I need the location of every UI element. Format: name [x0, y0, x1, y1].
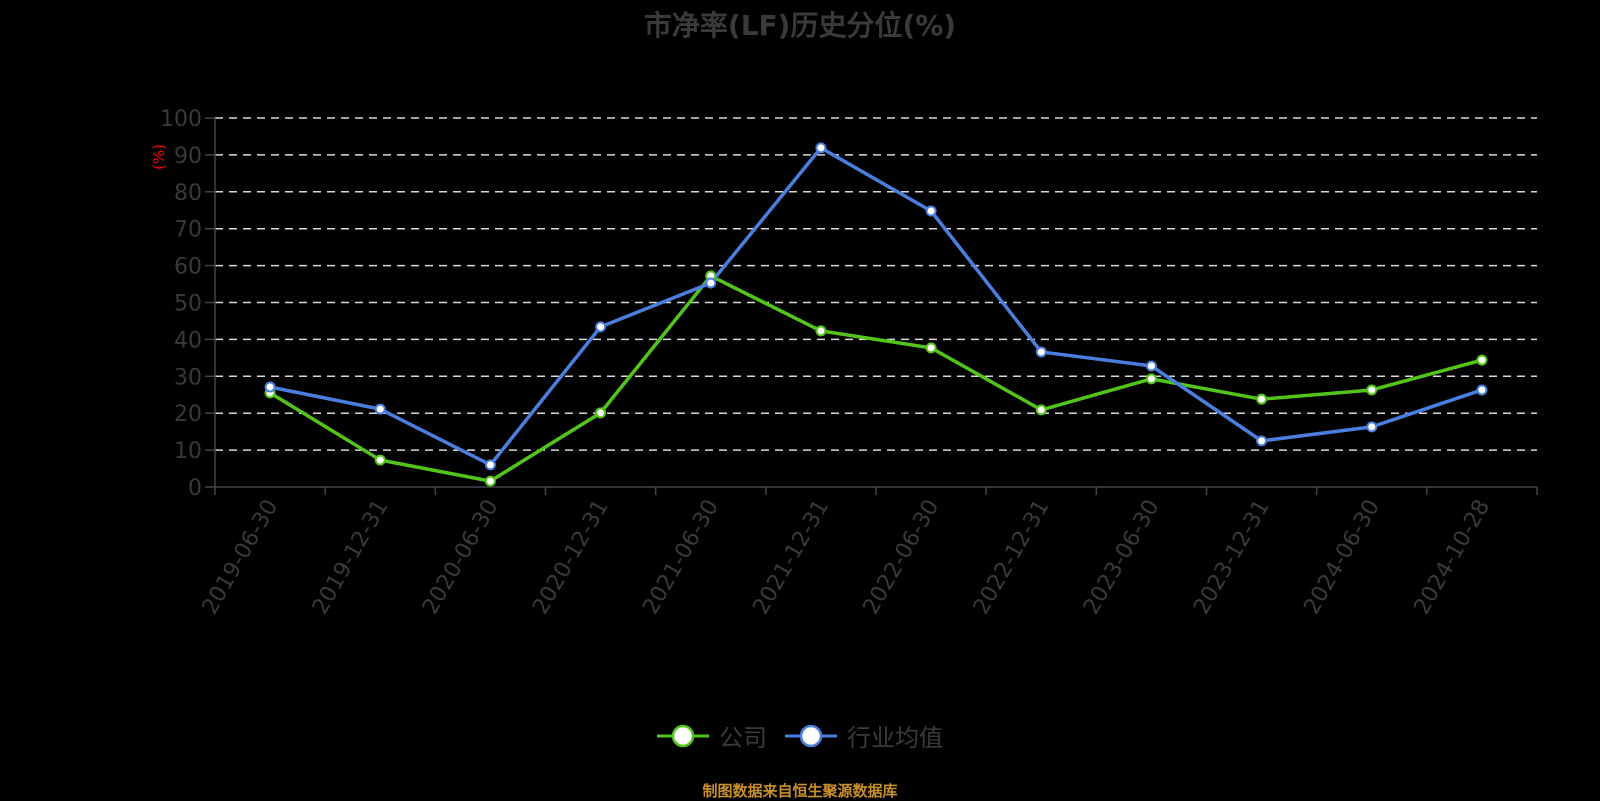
y-tick-label: 20: [174, 402, 202, 427]
chart-title: 市净率(LF)历史分位(%): [643, 9, 957, 42]
y-tick-label: 50: [174, 292, 202, 317]
y-tick-label: 10: [174, 439, 202, 464]
y-tick-label: 100: [160, 107, 202, 132]
data-point[interactable]: [705, 277, 717, 289]
data-point[interactable]: [925, 205, 937, 217]
data-point[interactable]: [1476, 354, 1488, 366]
y-tick-label: 90: [174, 144, 202, 169]
company-series-line: [269, 274, 1483, 483]
data-point[interactable]: [1256, 393, 1268, 405]
data-point[interactable]: [815, 325, 827, 337]
x-tick-label: 2019-06-30: [198, 496, 284, 619]
legend-label-company: 公司: [719, 724, 767, 752]
x-tick-label: 2024-10-28: [1410, 496, 1496, 619]
data-point[interactable]: [1476, 384, 1488, 396]
y-tick-label: 70: [174, 218, 202, 243]
data-point[interactable]: [1366, 384, 1378, 396]
data-point[interactable]: [484, 475, 496, 487]
data-point[interactable]: [1035, 346, 1047, 358]
y-tick-label: 0: [188, 476, 202, 501]
legend-item-industry[interactable]: 行业均值: [785, 718, 943, 753]
y-tick-label: 40: [174, 328, 202, 353]
legend-item-company[interactable]: 公司: [657, 718, 767, 753]
data-point[interactable]: [484, 459, 496, 471]
data-point[interactable]: [264, 381, 276, 393]
data-point[interactable]: [815, 142, 827, 154]
data-point[interactable]: [925, 342, 937, 354]
x-tick-label: 2023-06-30: [1079, 496, 1165, 619]
data-point[interactable]: [1145, 360, 1157, 372]
x-tick-label: 2021-06-30: [638, 496, 724, 619]
source-note: 制图数据来自恒生聚源数据库: [702, 782, 898, 800]
data-point[interactable]: [1035, 404, 1047, 416]
data-point[interactable]: [1366, 421, 1378, 433]
data-point[interactable]: [595, 407, 607, 419]
y-tick-label: 80: [174, 181, 202, 206]
x-tick-label: 2019-12-31: [308, 496, 394, 619]
legend-label-industry: 行业均值: [847, 724, 943, 752]
legend: 公司 行业均值: [0, 718, 1600, 753]
x-tick-label: 2021-12-31: [749, 496, 835, 619]
company-line-marker-icon: [657, 724, 709, 747]
x-tick-label: 2024-06-30: [1299, 496, 1385, 619]
x-tick-label: 2020-06-30: [418, 495, 504, 618]
data-point[interactable]: [1256, 435, 1268, 447]
y-tick-label: 60: [174, 255, 202, 280]
data-point[interactable]: [1145, 373, 1157, 385]
x-tick-label: 2022-12-31: [969, 496, 1055, 619]
industry-line-marker-icon: [785, 724, 837, 747]
x-tick-label: 2023-12-31: [1189, 496, 1275, 619]
x-tick-label: 2022-06-30: [859, 495, 945, 618]
y-tick-label: 30: [174, 365, 202, 390]
x-tick-label: 2020-12-31: [528, 496, 614, 619]
industry-series-line: [269, 146, 1483, 467]
data-point[interactable]: [374, 403, 386, 415]
data-point[interactable]: [595, 321, 607, 333]
data-point[interactable]: [374, 454, 386, 466]
